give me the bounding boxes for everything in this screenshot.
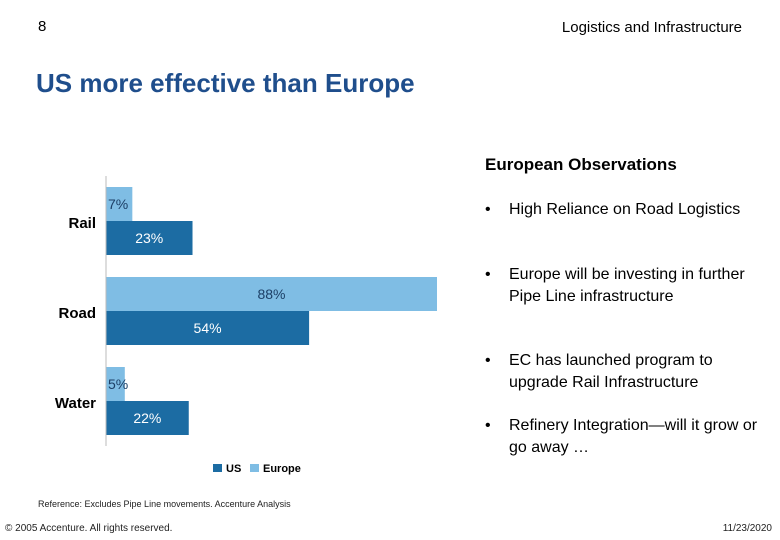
bar-us-rail: [106, 221, 193, 255]
observation-bullet: • Europe will be investing in further Pi…: [485, 264, 760, 308]
category-label-rail: Rail: [68, 215, 96, 232]
bar-europe-rail: [106, 187, 133, 221]
observation-bullet: • Refinery Integration—will it grow or g…: [485, 415, 760, 459]
slide-title: US more effective than Europe: [36, 68, 415, 98]
category-label-road: Road: [59, 305, 97, 322]
data-label-europe-road: 88%: [257, 286, 285, 302]
labels-layer: Rail 7% 23% Road 88% 54% Water 5% 22%: [55, 196, 286, 426]
observation-text: Refinery Integration—will it grow or go …: [509, 417, 758, 456]
legend-label-us: US: [226, 463, 241, 475]
slide-date: 11/23/2020: [722, 523, 772, 534]
page-number: 8: [38, 18, 47, 35]
copyright-notice: © 2005 Accenture. All rights reserved.: [5, 523, 173, 534]
observation-text: Europe will be investing in further Pipe…: [509, 266, 745, 305]
observations-heading: European Observations: [485, 155, 677, 174]
bar-chart: Rail 7% 23% Road 88% 54% Water 5% 22% US Europe: [55, 176, 437, 475]
observation-text: High Reliance on Road Logistics: [509, 201, 741, 218]
bullet-dot: •: [485, 201, 491, 218]
observation-bullet: • High Reliance on Road Logistics: [485, 199, 760, 221]
bar-us-road: [106, 311, 310, 345]
legend-label-europe: Europe: [263, 463, 301, 475]
chart-legend: US Europe: [213, 463, 301, 475]
data-label-europe-water: 5%: [108, 376, 128, 392]
category-label-water: Water: [55, 395, 96, 412]
bullet-dot: •: [485, 352, 491, 369]
data-label-us-water: 22%: [133, 410, 161, 426]
bullet-dot: •: [485, 266, 491, 283]
data-label-europe-rail: 7%: [108, 196, 128, 212]
bar-europe-road: [106, 277, 437, 311]
section-title: Logistics and Infrastructure: [561, 19, 742, 36]
legend-swatch-europe: [250, 464, 259, 472]
data-label-us-rail: 23%: [135, 230, 163, 246]
bar-europe-water: [106, 367, 125, 401]
observation-bullet: • EC has launched program to upgrade Rai…: [485, 350, 760, 394]
bar-us-water: [106, 401, 189, 435]
legend-swatch-us: [213, 464, 222, 472]
bars-layer: [106, 187, 437, 435]
data-label-us-road: 54%: [194, 320, 222, 336]
reference-footnote: Reference: Excludes Pipe Line movements.…: [38, 499, 291, 509]
observation-text: EC has launched program to upgrade Rail …: [509, 352, 713, 391]
bullet-dot: •: [485, 417, 491, 434]
